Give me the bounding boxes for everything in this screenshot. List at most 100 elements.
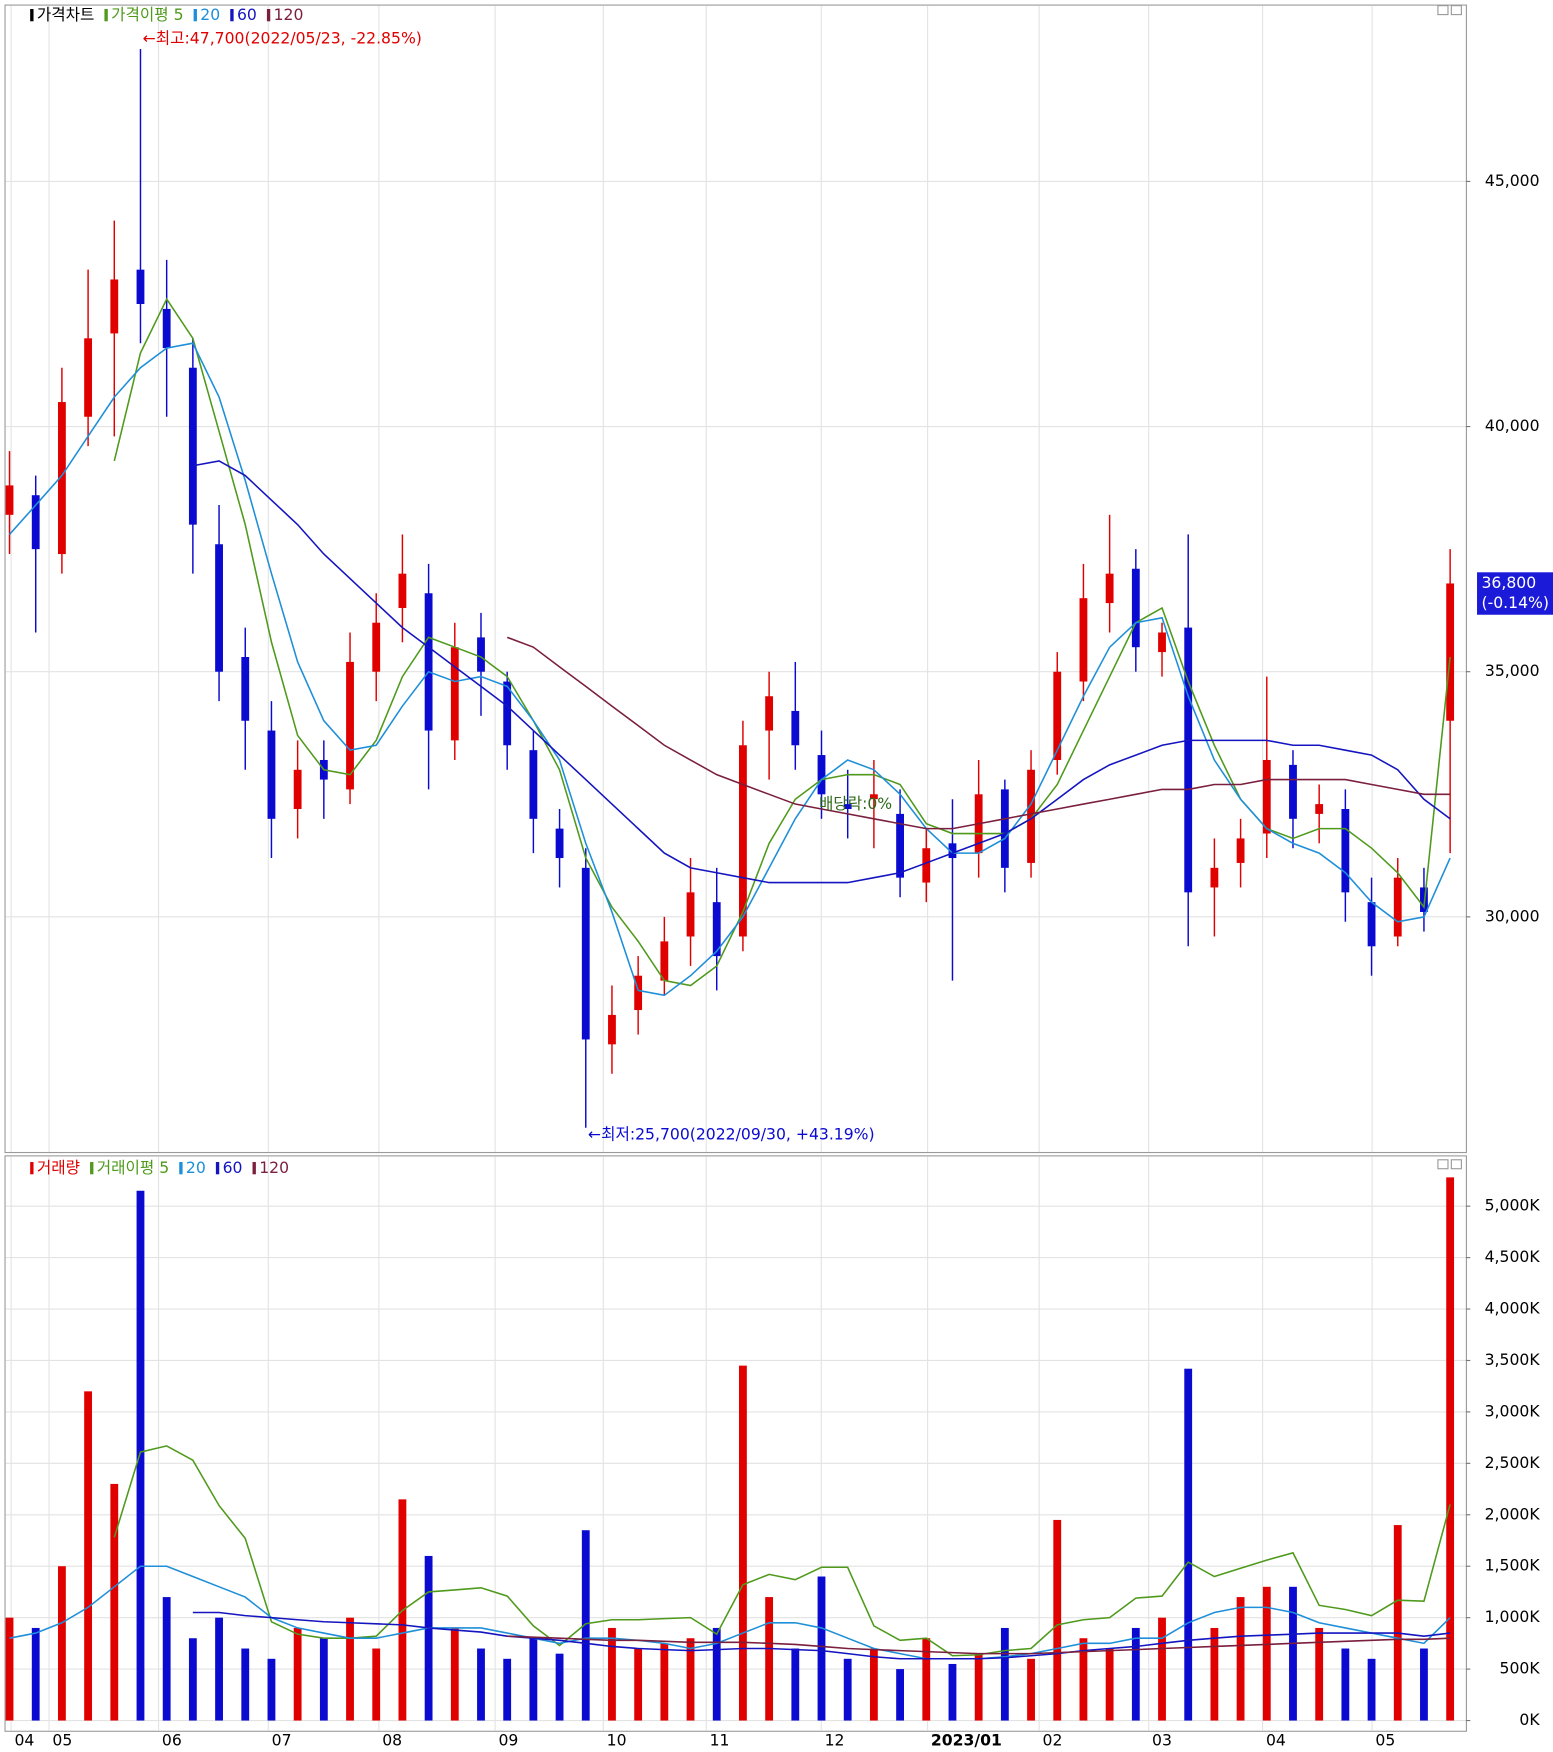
- x-tick-label: 11: [710, 1730, 730, 1749]
- candle-body: [372, 622, 381, 672]
- candle-body: [660, 941, 669, 981]
- candle-body: [608, 1014, 616, 1045]
- annotation: ←최고:47,700(2022/05/23, -22.85%): [143, 29, 422, 48]
- candle-body: [267, 730, 276, 819]
- ma-line: [9, 1565, 1451, 1660]
- candle-body: [896, 813, 904, 878]
- volume-bar: [1393, 1525, 1402, 1721]
- candle-body: [1027, 769, 1035, 863]
- y-tick-label: 1,000K: [1485, 1607, 1541, 1626]
- x-tick-label: 07: [272, 1730, 292, 1749]
- volume-bar: [1236, 1597, 1245, 1721]
- volume-bar: [555, 1653, 564, 1721]
- volume-bar: [765, 1597, 774, 1721]
- volume-bar: [869, 1648, 878, 1721]
- volume-bar: [1289, 1586, 1297, 1721]
- candle-body: [1341, 809, 1350, 893]
- legend-label: 120: [274, 5, 304, 24]
- y-tick-label: 0K: [1519, 1710, 1540, 1729]
- volume-bar: [1184, 1368, 1193, 1721]
- volume-bar: [791, 1648, 800, 1721]
- volume-bar: [372, 1648, 381, 1721]
- candle-body: [1000, 789, 1009, 868]
- x-tick-label: 08: [382, 1730, 402, 1749]
- volume-bar: [477, 1648, 485, 1721]
- candle-body: [215, 544, 223, 672]
- candle-body: [1446, 583, 1455, 721]
- candle-body: [1210, 867, 1219, 888]
- candle-body: [1315, 804, 1324, 814]
- y-tick-label: 1,500K: [1485, 1556, 1541, 1575]
- y-tick-label: 4,500K: [1485, 1247, 1541, 1266]
- x-tick-label: 2023/01: [931, 1730, 1002, 1749]
- candle-body: [477, 637, 485, 672]
- candle-body: [57, 402, 66, 555]
- volume-bar: [1446, 1177, 1455, 1721]
- volume-bar: [424, 1555, 433, 1721]
- candle-body: [1393, 877, 1402, 937]
- candle-body: [450, 647, 459, 741]
- candle-body: [739, 745, 747, 937]
- annotation: ←최저:25,700(2022/09/30, +43.19%): [588, 1125, 875, 1144]
- candle-body: [817, 755, 826, 795]
- candle-body: [346, 661, 354, 790]
- legend-swatch: [266, 9, 271, 22]
- legend-label: 가격이평 5: [111, 5, 183, 24]
- candle-body: [1131, 568, 1140, 648]
- candle-body: [686, 892, 695, 937]
- legend-swatch: [104, 9, 108, 22]
- volume-bar: [503, 1658, 512, 1721]
- y-tick-label: 4,000K: [1485, 1299, 1541, 1318]
- volume-bar: [817, 1576, 826, 1721]
- volume-bar: [110, 1483, 119, 1721]
- candle-body: [162, 308, 171, 349]
- volume-bar: [1420, 1648, 1428, 1721]
- x-tick-label: 12: [825, 1730, 845, 1749]
- legend-swatch: [90, 1162, 94, 1175]
- y-tick-label: 2,500K: [1485, 1453, 1541, 1472]
- candle-body: [1105, 573, 1114, 604]
- candle-body: [31, 495, 40, 550]
- x-tick-label: 10: [607, 1730, 627, 1749]
- ma-line: [113, 297, 1451, 987]
- candle-body: [1184, 627, 1193, 893]
- volume-bar: [1000, 1627, 1009, 1721]
- legend-label: 20: [186, 1158, 206, 1177]
- ma-line: [8, 342, 1451, 997]
- legend-swatch: [252, 1162, 256, 1175]
- volume-bar: [1079, 1638, 1088, 1721]
- candle-body: [634, 975, 643, 1011]
- ma-line: [507, 1635, 1451, 1655]
- volume-bar: [1367, 1658, 1376, 1721]
- icon: [1437, 1159, 1449, 1170]
- x-tick-label: 04: [14, 1730, 34, 1749]
- y-tick-label: 45,000: [1485, 171, 1540, 190]
- legend-swatch: [230, 9, 234, 22]
- volume-bar: [581, 1530, 590, 1721]
- candle-body: [84, 338, 93, 417]
- candle-body: [529, 750, 538, 819]
- y-tick-label: 2,000K: [1485, 1504, 1541, 1523]
- candle-body: [869, 794, 878, 800]
- ma-line: [506, 636, 1451, 830]
- candle-body: [293, 769, 302, 810]
- y-tick-label: 35,000: [1485, 661, 1540, 680]
- volume-bar: [57, 1566, 66, 1721]
- candle-body: [1262, 759, 1271, 834]
- candle-body: [555, 828, 564, 859]
- volume-bar: [84, 1391, 93, 1721]
- legend-swatch: [30, 1162, 34, 1175]
- volume-bar: [739, 1365, 747, 1721]
- candle-body: [424, 593, 433, 731]
- volume-bar: [608, 1627, 616, 1721]
- volume-bar: [843, 1658, 852, 1721]
- candle-body: [1158, 632, 1166, 653]
- price-tag-change: (-0.14%): [1481, 593, 1548, 612]
- volume-bar: [1131, 1627, 1140, 1721]
- candle-body: [1289, 764, 1297, 819]
- volume-bar: [162, 1597, 171, 1721]
- volume-bar: [634, 1648, 643, 1721]
- y-tick-label: 30,000: [1485, 906, 1540, 925]
